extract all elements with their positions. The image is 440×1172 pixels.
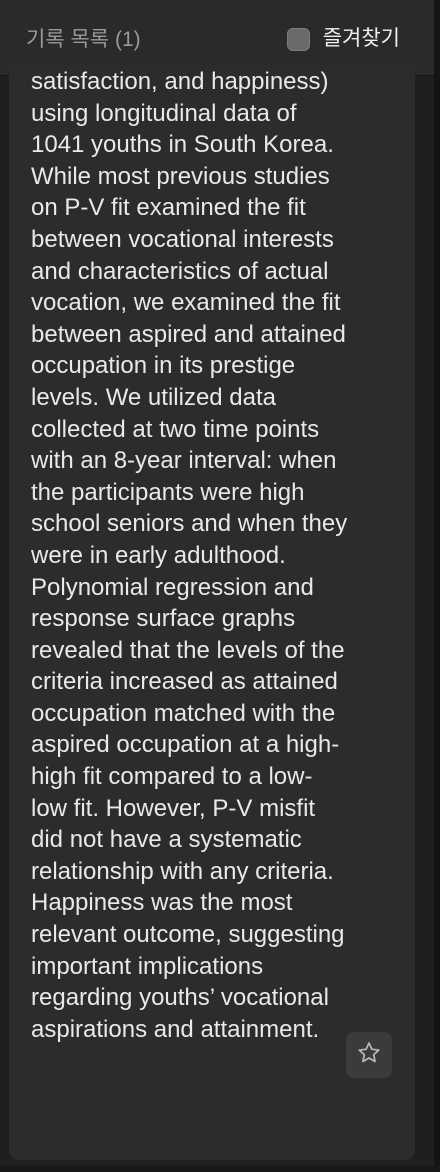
bottom-divider [0,1166,440,1172]
favorite-star-button[interactable] [346,1032,392,1078]
favorites-label[interactable]: 즐겨찾기 [322,27,400,50]
favorites-checkbox[interactable] [286,27,310,51]
abstract-text: satisfaction, and happiness) using longi… [31,68,348,1043]
star-outline-icon [356,1040,382,1071]
history-item-card[interactable]: satisfaction, and happiness) using longi… [9,66,415,1160]
panel-header: 기록 목록 (1) 즐겨찾기 [0,0,440,76]
favorites-filter-toggle[interactable]: 즐겨찾기 [286,24,400,54]
window-edge [434,0,440,1172]
history-list-title: 기록 목록 (1) [26,28,141,51]
